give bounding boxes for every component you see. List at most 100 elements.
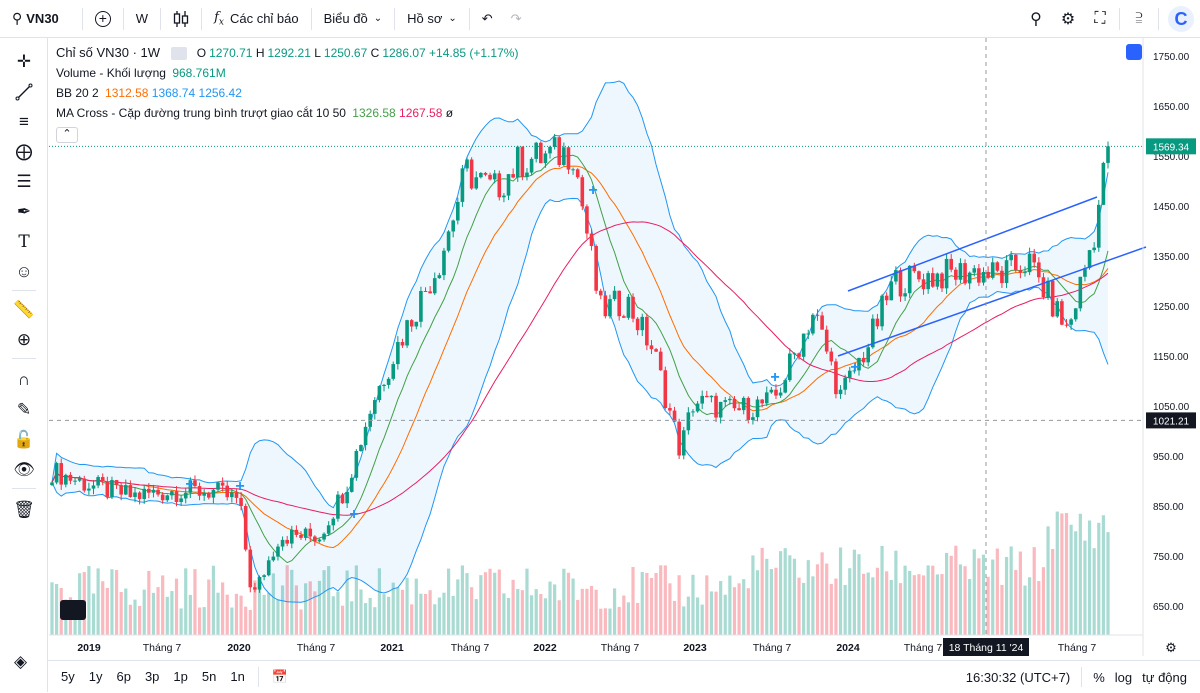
legend-bb[interactable]: BB 20 2 1312.58 1368.74 1256.42	[56, 83, 518, 103]
candle	[700, 395, 705, 404]
range-3m[interactable]: 3p	[144, 669, 160, 684]
volume-bar	[308, 581, 312, 635]
object-tree-button[interactable]: ◈	[14, 652, 27, 672]
volume-bar	[866, 572, 870, 635]
candle	[64, 474, 68, 485]
magnet-tool[interactable]: ∩	[10, 366, 38, 394]
range-1y[interactable]: 1y	[88, 669, 103, 684]
share-icon: ⫆	[1135, 10, 1143, 27]
chart-type-button[interactable]	[164, 0, 198, 38]
candle	[409, 320, 414, 327]
volume-bar	[1097, 522, 1101, 635]
candle	[446, 231, 451, 251]
smiley-icon: ☺	[15, 262, 33, 281]
crosshair-tool[interactable]: ✛	[10, 48, 38, 76]
remove-drawings-tool[interactable]: 🗑	[10, 496, 38, 524]
range-6m[interactable]: 6p	[116, 669, 131, 684]
clock-timezone[interactable]: 16:30:32 (UTC+7)	[965, 669, 1071, 685]
brush-tool[interactable]: ✒	[10, 198, 38, 226]
candle	[303, 528, 308, 538]
candle	[548, 146, 552, 154]
app-logo[interactable]: C	[1162, 0, 1200, 38]
auto-toggle[interactable]: tự động	[1142, 669, 1187, 685]
candle	[396, 342, 400, 365]
candle	[492, 173, 497, 180]
chart-legend: Chỉ số VN30 · 1W O 1270.71 H 1292.21 L 1250…	[56, 43, 518, 143]
time-tick-label: Tháng 7	[451, 642, 490, 654]
symbol-search[interactable]: ⚲ VN30	[0, 0, 68, 38]
hide-drawings-tool[interactable]: 👁	[10, 456, 38, 484]
quick-search-button[interactable]: ⚲	[1020, 0, 1052, 38]
candle	[1087, 250, 1092, 268]
text-tool[interactable]: T	[10, 228, 38, 256]
ruler-icon: 📏	[13, 300, 35, 319]
zoom-tool[interactable]: ⊕	[10, 326, 38, 354]
chart-menu-label: Biểu đồ	[323, 11, 368, 26]
compare-button[interactable]: +	[86, 0, 120, 38]
volume-bar	[230, 607, 234, 635]
series-icons	[171, 47, 188, 61]
volume-bar	[769, 569, 773, 635]
divider	[122, 7, 124, 30]
volume-bar	[317, 580, 322, 635]
goto-date-button[interactable]: 📅	[265, 669, 295, 685]
chart-canvas[interactable]: + + + + + +1750.00 1650.00 1550.00 1450.00 1350.0…	[49, 38, 1200, 656]
lock-drawings-tool[interactable]: 🔓	[10, 426, 38, 454]
candle	[691, 411, 695, 413]
candle	[497, 173, 502, 198]
undo-button[interactable]: ↶	[473, 0, 502, 38]
legend-ma-cross[interactable]: MA Cross - Cặp đường trung bình trượt gi…	[56, 103, 518, 123]
volume-bar	[723, 594, 727, 635]
emoji-tool[interactable]: ☺	[10, 258, 38, 286]
candle	[880, 295, 884, 327]
indicators-button[interactable]: fx Các chỉ báo	[205, 0, 308, 38]
collapse-legend-button[interactable]: ⌃	[56, 127, 78, 143]
range-1d[interactable]: 1n	[230, 669, 245, 684]
candle	[894, 270, 898, 282]
candle	[746, 397, 751, 421]
candle	[543, 153, 548, 164]
fib-tool[interactable]: ≡	[10, 108, 38, 136]
redo-button[interactable]: ↷	[502, 0, 531, 38]
candle	[668, 408, 672, 411]
volume-bar	[617, 606, 621, 635]
ma-cross-marker: +	[235, 478, 244, 495]
range-5y[interactable]: 5y	[61, 669, 75, 684]
volume-bar	[640, 571, 644, 635]
candle	[977, 268, 981, 283]
candle	[663, 370, 668, 409]
volume-bar	[534, 589, 538, 635]
candle	[967, 272, 972, 284]
volume-bar	[280, 585, 285, 635]
profile-menu-button[interactable]: Hồ sơ ⌄	[398, 0, 466, 38]
interval-button[interactable]: W	[127, 0, 157, 38]
chart-menu-button[interactable]: Biểu đồ ⌄	[315, 0, 391, 38]
fullscreen-button[interactable]: ⛶	[1084, 0, 1116, 38]
pattern-tool[interactable]: ⨁	[10, 138, 38, 166]
volume-bar	[585, 588, 589, 635]
candle	[751, 417, 755, 421]
range-1m[interactable]: 1p	[173, 669, 188, 684]
candle	[114, 480, 119, 486]
candle	[363, 426, 368, 446]
range-5d[interactable]: 5n	[201, 669, 217, 684]
volume-bar	[119, 592, 123, 635]
candle	[266, 560, 271, 576]
legend-volume[interactable]: Volume - Khối lượng 968.761M	[56, 63, 518, 83]
log-toggle[interactable]: log	[1114, 669, 1133, 685]
measure-tool[interactable]: 📏	[10, 296, 38, 324]
settings-button[interactable]: ⚙	[1052, 0, 1084, 38]
candle	[686, 412, 691, 431]
volume-bar	[709, 591, 714, 635]
candle	[811, 314, 815, 334]
candle	[764, 392, 769, 404]
volume-bar	[193, 569, 197, 635]
share-button[interactable]: ⫆	[1123, 0, 1155, 38]
percent-toggle[interactable]: %	[1093, 669, 1105, 685]
trendline-tool[interactable]	[10, 78, 38, 106]
stay-drawing-tool[interactable]: ✎	[10, 396, 38, 424]
forecast-tool[interactable]: ☰	[10, 168, 38, 196]
volume-bar	[861, 573, 866, 635]
candle	[123, 485, 128, 495]
divider	[468, 7, 470, 30]
